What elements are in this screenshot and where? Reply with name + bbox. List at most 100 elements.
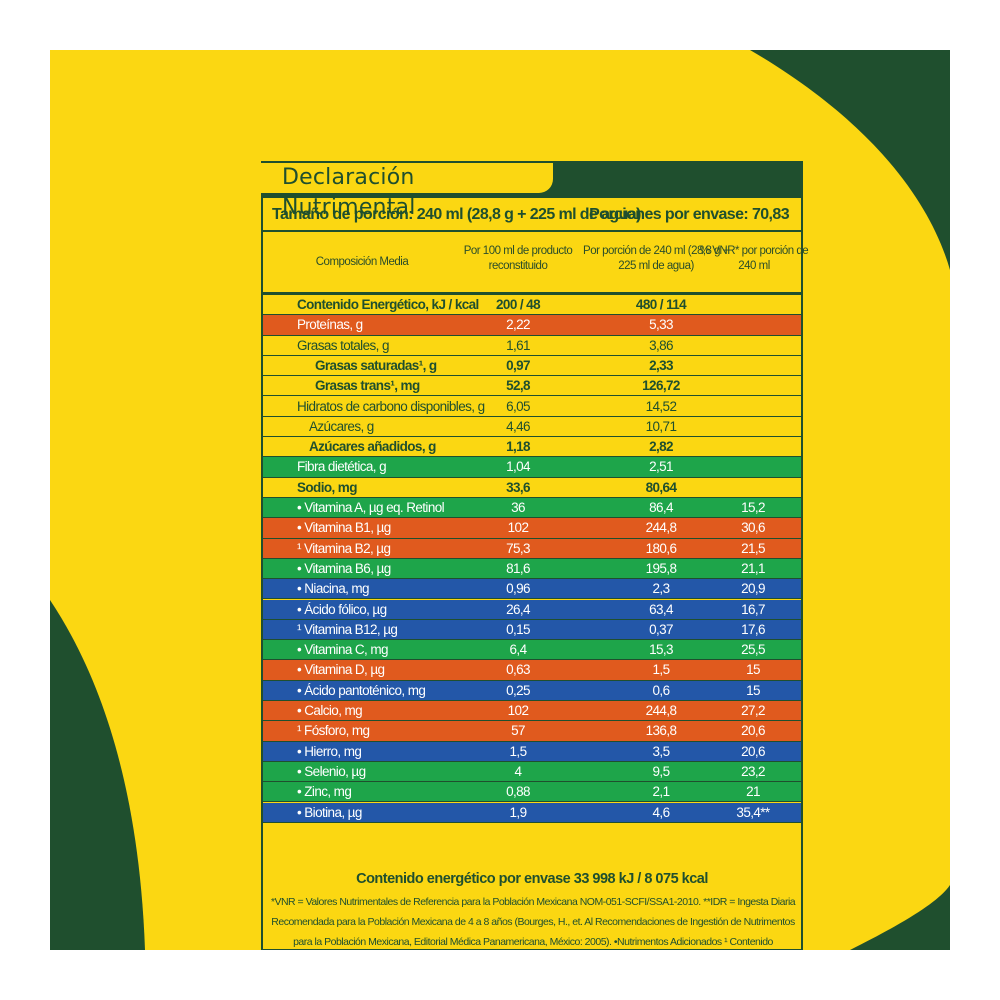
nutrient-row: ¹ Vitamina B2, µg 75,3 180,6 21,5 xyxy=(263,538,801,559)
per-100ml-value: 1,5 xyxy=(509,743,528,759)
vnr-value: 35,4** xyxy=(736,804,770,820)
vnr-value: 27,2 xyxy=(741,703,765,718)
per-serving-value: 480 / 114 xyxy=(635,297,687,312)
label-header-bar: Declaración Nutrimental xyxy=(261,161,803,220)
nutrient-row: Hidratos de carbono disponibles, g 6,05 14… xyxy=(263,396,801,417)
per-serving-value: 2,1 xyxy=(652,784,671,800)
per-serving-value: 126,72 xyxy=(642,378,680,394)
per-serving-value: 2,82 xyxy=(649,439,673,455)
per-100ml-value: 1,9 xyxy=(509,804,528,820)
nutrient-name: • Vitamina D, µg xyxy=(297,662,385,678)
per-serving-value: 80,64 xyxy=(645,479,677,495)
nutrient-name: • Calcio, mg xyxy=(297,703,363,718)
bottom-right-swoosh xyxy=(850,885,950,950)
vnr-value: 15 xyxy=(746,662,760,678)
nutrient-name: Fibra dietética, g xyxy=(297,459,387,475)
nutrient-row: Contenido Energético, kJ / kcal 200 / 48 4… xyxy=(263,295,801,316)
per-100ml-value: 75,3 xyxy=(506,540,530,556)
footnote: *VNR = Valores Nutrimentales de Referenc… xyxy=(270,896,796,948)
per-serving-value: 63,4 xyxy=(649,601,673,617)
vnr-value: 30,6 xyxy=(741,520,765,536)
per-serving-value: 86,4 xyxy=(649,500,673,515)
per-100ml-value: 0,15 xyxy=(506,621,530,637)
nutrient-row: • Selenio, µg 4 9,5 23,2 xyxy=(263,761,801,783)
serving-size: Tamaño de porción: 240 ml (28,8 g + 225 … xyxy=(272,206,641,223)
column-header-composition: Composición Media xyxy=(315,256,409,268)
per-serving-value: 0,6 xyxy=(652,682,671,698)
per-serving-value: 2,3 xyxy=(652,581,671,597)
nutrient-name: • Niacina, mg xyxy=(297,581,370,597)
nutrient-row: Grasas trans¹, mg 52,8 126,72 xyxy=(263,376,801,397)
per-serving-value: 1,5 xyxy=(652,662,671,678)
nutrient-name: • Ácido fólico, µg xyxy=(297,601,387,617)
nutrient-name: • Selenio, µg xyxy=(297,763,366,779)
servings-per-container: Porciones por envase: 70,83 xyxy=(589,206,790,223)
bottom-left-swoosh xyxy=(50,600,145,950)
nutrient-name: • Biotina, µg xyxy=(297,804,362,820)
per-serving-value: 244,8 xyxy=(645,520,677,536)
per-serving-value: 136,8 xyxy=(645,723,677,739)
per-100ml-value: 6,4 xyxy=(509,642,528,658)
vnr-value: 20,6 xyxy=(741,743,765,759)
top-right-swoosh xyxy=(750,50,950,270)
nutrient-row: Fibra dietética, g 1,04 2,51 xyxy=(263,457,801,478)
vnr-value: 21,5 xyxy=(741,540,765,556)
per-100ml-value: 26,4 xyxy=(506,601,530,617)
nutrient-name: • Vitamina C, mg xyxy=(297,642,389,658)
vnr-value: 16,7 xyxy=(741,601,765,617)
nutrient-row: • Vitamina B1, µg 102 244,8 30,6 xyxy=(263,518,801,539)
per-serving-value: 0,37 xyxy=(649,621,673,637)
per-100ml-value: 200 / 48 xyxy=(496,297,541,312)
vnr-value: 21,1 xyxy=(741,560,765,576)
nutrient-name: ¹ Fósforo, mg xyxy=(297,723,370,739)
nutrient-row: Azúcares añadidos, g 1,18 2,82 xyxy=(263,437,801,458)
nutrient-name: Grasas saturadas¹, g xyxy=(315,357,437,373)
per-serving-value: 3,86 xyxy=(649,337,673,353)
nutrient-name: Grasas trans¹, mg xyxy=(315,378,420,394)
per-100ml-value: 0,97 xyxy=(506,357,530,373)
nutrient-row: • Biotina, µg 1,9 4,6 35,4** xyxy=(263,802,801,823)
per-100ml-value: 36 xyxy=(511,500,525,515)
per-serving-value: 14,52 xyxy=(645,398,677,414)
per-100ml-value: 81,6 xyxy=(506,560,530,576)
nutrient-row: ¹ Fósforo, mg 57 136,8 20,6 xyxy=(263,721,801,742)
nutrient-row: Grasas totales, g 1,61 3,86 xyxy=(263,335,801,356)
vnr-value: 20,6 xyxy=(741,723,765,739)
per-100ml-value: 4 xyxy=(514,763,523,779)
per-serving-value: 9,5 xyxy=(652,763,671,779)
nutrient-row: • Ácido fólico, µg 26,4 63,4 16,7 xyxy=(263,599,801,620)
per-100ml-value: 6,05 xyxy=(506,398,530,414)
per-100ml-value: 1,04 xyxy=(506,459,530,475)
vnr-value: 21 xyxy=(746,784,760,800)
energy-per-container: Contenido energético por envase 33 998 k… xyxy=(356,871,708,887)
nutrient-row: • Hierro, mg 1,5 3,5 20,6 xyxy=(263,741,801,762)
per-serving-value: 2,51 xyxy=(649,459,673,475)
decorative-swooshes xyxy=(50,50,950,950)
per-100ml-value: 102 xyxy=(507,703,529,718)
nutrient-row: Grasas saturadas¹, g 0,97 2,33 xyxy=(263,355,801,377)
per-100ml-value: 2,22 xyxy=(506,317,530,333)
per-serving-value: 180,6 xyxy=(645,540,677,556)
per-serving-value: 3,5 xyxy=(652,743,671,759)
per-serving-value: 244,8 xyxy=(645,703,677,718)
per-100ml-value: 0,25 xyxy=(506,682,530,698)
nutrient-name: Azúcares, g xyxy=(309,418,374,434)
per-serving-value: 15,3 xyxy=(649,642,673,658)
per-100ml-value: 1,61 xyxy=(506,337,530,353)
per-100ml-value: 0,88 xyxy=(506,784,530,800)
nutrient-row: • Vitamina D, µg 0,63 1,5 15 xyxy=(263,660,801,681)
serving-info: Tamaño de porción: 240 ml (28,8 g + 225 … xyxy=(263,204,801,226)
nutrient-row: Proteínas, g 2,22 5,33 xyxy=(263,315,801,336)
nutrient-name: Grasas totales, g xyxy=(297,337,389,353)
nutrient-name: • Vitamina B1, µg xyxy=(297,520,391,536)
column-header-per-100ml: Por 100 ml de producto reconstituido xyxy=(463,245,573,272)
per-serving-value: 4,6 xyxy=(652,804,671,820)
nutrient-row: • Niacina, mg 0,96 2,3 20,9 xyxy=(263,579,801,600)
nutrient-name: Azúcares añadidos, g xyxy=(309,439,436,455)
vnr-value: 20,9 xyxy=(741,581,765,597)
per-100ml-value: 4,46 xyxy=(506,418,530,434)
nutrition-label: Declaración Nutrimental Tamaño de porció… xyxy=(261,161,809,950)
nutrient-name: • Hierro, mg xyxy=(297,743,362,759)
column-header-vnr: % VNR* por porción de 240 ml xyxy=(699,245,809,272)
nutrient-name: Proteínas, g xyxy=(297,317,363,333)
